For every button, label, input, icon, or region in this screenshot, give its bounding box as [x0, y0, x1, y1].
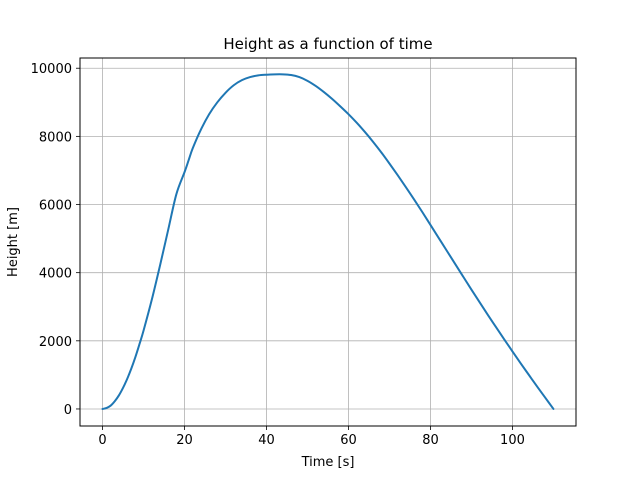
y-axis-label: Height [m] [6, 207, 21, 277]
series-layer [101, 73, 555, 410]
x-axis-label: Time [s] [301, 455, 355, 470]
y-tick-label: 8000 [39, 130, 72, 145]
plot-frame [79, 57, 577, 427]
x-axis-ticks: 0 20 40 60 80 100 [98, 426, 525, 448]
x-tick-label: 80 [422, 433, 439, 448]
y-tick-label: 10000 [31, 62, 72, 77]
x-tick-label: 60 [340, 433, 357, 448]
x-tick-label: 100 [500, 433, 525, 448]
grid-lines [80, 58, 576, 426]
height-series-line [101, 73, 555, 410]
y-tick-label: 4000 [39, 267, 72, 282]
x-tick-label: 20 [176, 433, 193, 448]
x-tick-label: 0 [98, 433, 106, 448]
y-tick-label: 2000 [39, 335, 72, 350]
x-tick-label: 40 [258, 433, 275, 448]
y-tick-label: 6000 [39, 199, 72, 214]
y-axis-ticks: 0 2000 4000 6000 8000 10000 [31, 62, 80, 418]
chart-title: Height as a function of time [223, 35, 432, 53]
y-tick-label: 0 [64, 403, 72, 418]
